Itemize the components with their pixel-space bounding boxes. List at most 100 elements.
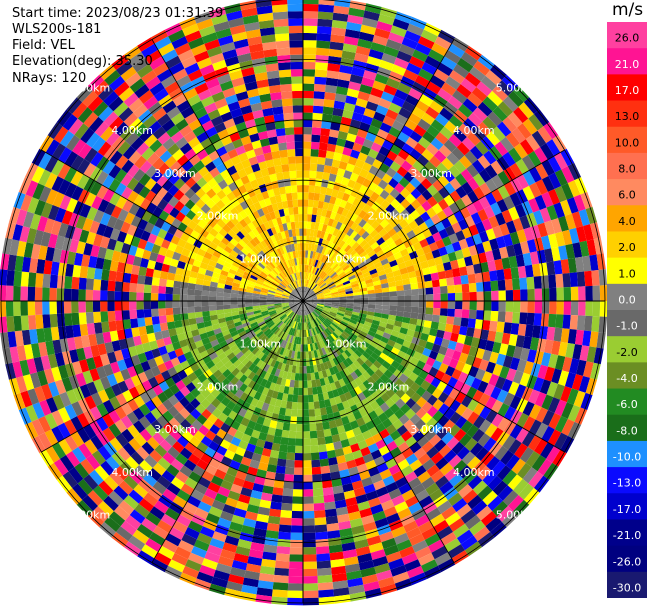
velocity-gate [412,160,425,172]
velocity-gate [328,420,337,429]
velocity-gate [238,343,247,352]
velocity-gate [256,5,273,15]
velocity-gate [344,563,361,574]
velocity-gate [253,146,264,157]
velocity-gate [426,507,442,521]
velocity-gate [313,91,325,100]
velocity-gate [443,194,455,207]
velocity-gate [410,381,421,393]
velocity-gate [288,430,297,439]
velocity-gate [227,323,236,330]
velocity-gate [522,252,533,266]
velocity-gate [129,309,138,320]
velocity-gate [461,247,472,258]
velocity-gate [256,264,264,272]
velocity-gate [572,344,583,360]
velocity-gate [483,205,496,219]
velocity-gate [391,64,407,76]
velocity-gate [387,364,397,374]
velocity-gate [434,36,452,50]
velocity-gate [154,373,165,385]
velocity-gate [351,525,365,535]
velocity-gate [169,429,182,442]
velocity-gate [252,382,261,392]
velocity-gate [283,415,291,424]
velocity-gate [353,294,361,299]
velocity-gate [402,368,413,378]
velocity-gate [132,255,142,267]
velocity-gate [266,302,275,305]
velocity-gate [23,242,34,258]
velocity-gate [503,166,517,182]
velocity-gate [289,236,294,245]
velocity-gate [516,359,528,373]
velocity-gate [74,462,89,479]
velocity-gate [382,332,391,340]
velocity-gate [159,270,169,280]
velocity-gate [195,383,207,394]
velocity-gate [379,122,392,134]
velocity-gate [162,488,177,502]
velocity-gate [284,288,292,294]
velocity-gate [327,202,335,212]
velocity-gate [261,402,270,412]
velocity-gate [554,432,568,450]
velocity-gate [492,85,509,102]
velocity-gate [398,414,410,425]
velocity-gate [266,297,275,300]
velocity-gate [123,494,139,510]
velocity-gate [349,74,364,84]
velocity-gate [291,228,297,237]
velocity-gate [197,345,207,354]
velocity-gate [389,305,398,311]
velocity-gate [366,376,376,386]
velocity-gate [274,399,282,408]
velocity-gate [505,454,520,470]
velocity-gate [388,241,398,251]
velocity-gate [334,418,344,428]
velocity-gate [321,385,328,394]
velocity-gate [483,301,492,311]
velocity-gate [15,376,28,393]
velocity-gate [265,63,279,72]
velocity-gate [162,422,175,435]
velocity-gate [267,289,276,294]
velocity-gate [328,259,335,268]
velocity-gate [123,475,139,490]
velocity-gate [280,193,288,202]
velocity-gate [194,82,209,95]
velocity-gate [289,295,297,299]
velocity-gate [303,243,307,251]
velocity-gate [464,150,478,165]
velocity-gate [370,272,379,279]
velocity-gate [280,323,286,331]
velocity-gate [51,426,65,443]
velocity-gate [145,512,161,526]
velocity-gate [259,223,267,232]
velocity-gate [403,306,412,313]
velocity-gate [214,493,228,504]
velocity-gate [49,274,58,289]
velocity-gate [283,325,289,333]
velocity-gate [389,296,398,301]
velocity-gate [471,254,481,265]
velocity-gate [178,339,188,348]
velocity-gate [173,390,185,402]
velocity-gate [355,336,364,344]
velocity-gate [172,251,182,261]
velocity-gate [412,539,429,553]
velocity-gate [269,173,278,182]
velocity-gate [537,222,549,238]
velocity-gate [166,272,176,281]
velocity-gate [303,295,309,301]
velocity-gate [325,368,332,377]
velocity-gate [259,273,267,280]
velocity-gate [276,546,291,555]
velocity-gate [206,246,216,255]
velocity-gate [352,308,361,314]
velocity-gate [157,427,170,440]
velocity-gate [336,283,344,289]
velocity-gate [357,553,373,564]
velocity-gate [502,355,514,369]
velocity-gate [76,174,90,190]
